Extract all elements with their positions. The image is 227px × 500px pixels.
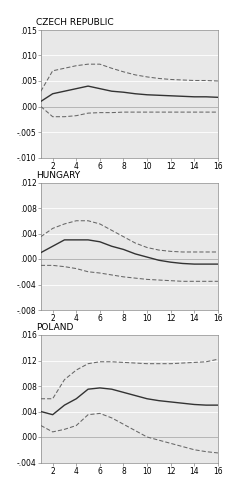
Text: POLAND: POLAND bbox=[36, 324, 74, 332]
Text: HUNGARY: HUNGARY bbox=[36, 171, 80, 180]
Text: CZECH REPUBLIC: CZECH REPUBLIC bbox=[36, 18, 114, 28]
